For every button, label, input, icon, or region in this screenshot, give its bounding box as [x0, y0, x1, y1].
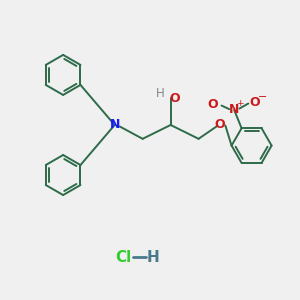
Text: Cl: Cl	[116, 250, 132, 265]
Text: −: −	[257, 92, 267, 102]
Text: O: O	[215, 118, 225, 131]
Text: O: O	[208, 98, 218, 112]
Text: O: O	[250, 96, 260, 110]
Text: H: H	[156, 87, 165, 100]
Text: N: N	[229, 103, 239, 116]
Text: +: +	[236, 99, 244, 108]
Text: N: N	[110, 118, 120, 131]
Text: H: H	[147, 250, 159, 265]
Text: O: O	[170, 92, 180, 105]
